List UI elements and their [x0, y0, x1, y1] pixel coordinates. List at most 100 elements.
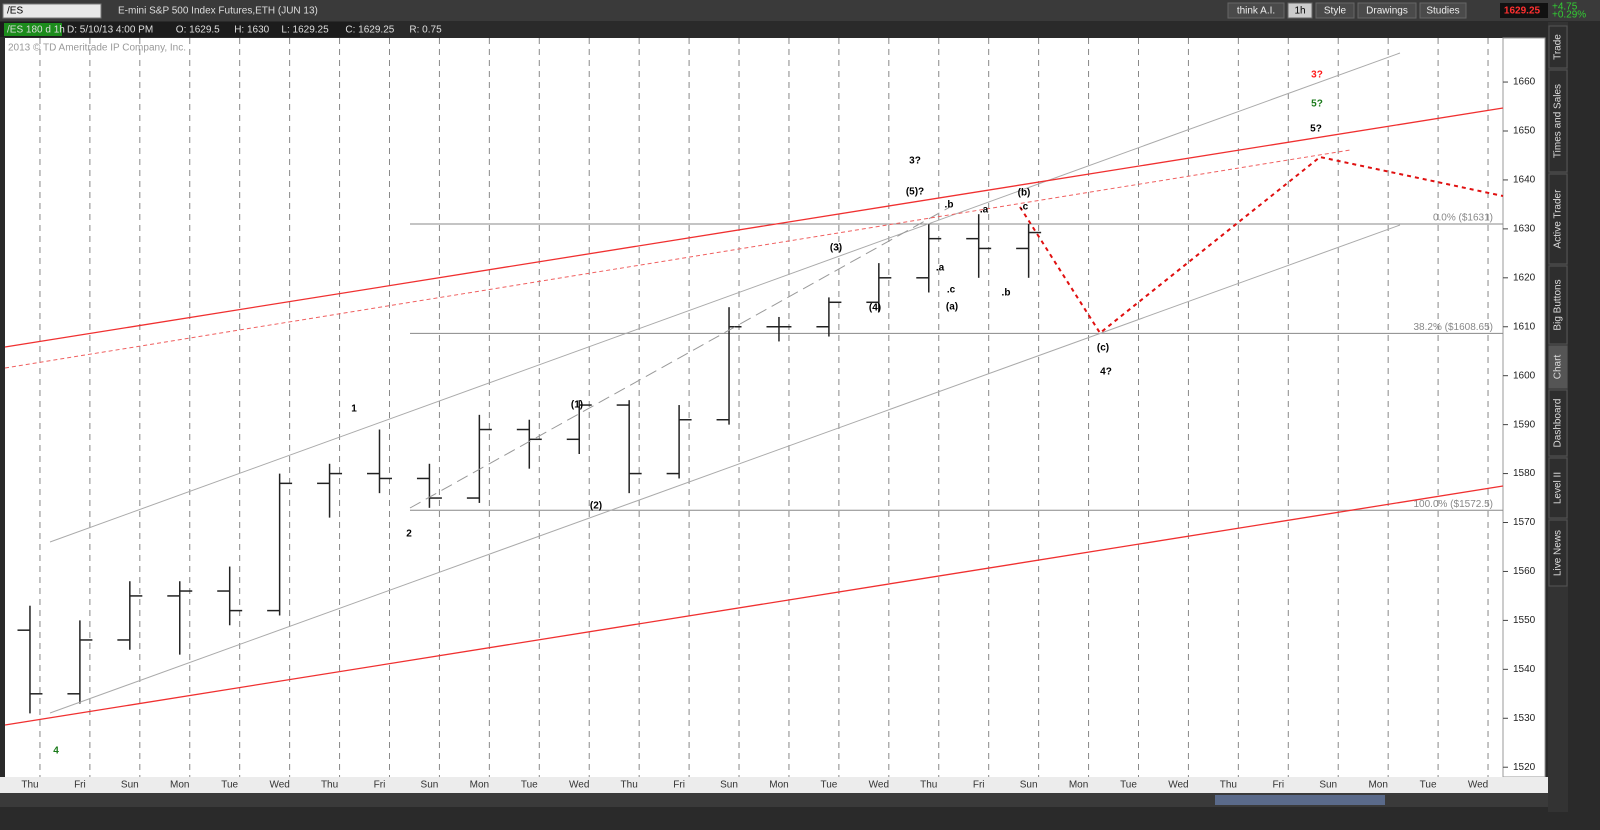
wave-label: (a)	[946, 302, 958, 313]
toolbar-button-label: Studies	[1426, 6, 1459, 17]
projection	[1019, 155, 1504, 335]
x-tick-label: Wed	[569, 780, 589, 791]
x-tick-label: Tue	[221, 780, 238, 791]
channel-upper	[49, 52, 1401, 543]
y-tick-label: 1650	[1513, 126, 1536, 137]
side-tab-label: Active Trader	[1553, 189, 1564, 249]
red-dashed	[4, 149, 1351, 369]
x-tick-label: Tue	[521, 780, 538, 791]
trend-lines	[4, 52, 1504, 726]
wave-label: (b)	[1018, 188, 1031, 199]
side-tab-label: Chart	[1553, 355, 1564, 380]
info-item: H: 1630	[234, 25, 269, 36]
info-item: L: 1629.25	[281, 25, 329, 36]
toolbar-button[interactable]	[1315, 2, 1355, 19]
side-tab[interactable]	[1548, 173, 1568, 265]
symbol: /ES	[7, 6, 23, 17]
info-bar	[0, 22, 360, 37]
toolbar-button[interactable]	[1227, 2, 1285, 19]
wave-label: 5?	[1310, 124, 1322, 135]
wave-label: .b	[945, 200, 954, 211]
y-tick-label: 1590	[1513, 419, 1536, 430]
side-tab-label: Big Buttons	[1553, 279, 1564, 330]
y-tick-label: 1580	[1513, 468, 1536, 479]
symbol-box[interactable]	[2, 3, 102, 19]
x-tick-label: Fri	[1272, 780, 1284, 791]
wave-label: 4	[53, 746, 59, 757]
wave-label: .c	[947, 285, 956, 296]
x-tick-label: Wed	[1468, 780, 1488, 791]
toolbar-button-label: 1h	[1294, 6, 1305, 17]
x-tick-label: Tue	[820, 780, 837, 791]
wave-label: 3?	[909, 156, 921, 167]
x-tick-label: Thu	[621, 780, 638, 791]
toolbar-button-label: Drawings	[1366, 6, 1408, 17]
wave-label: (c)	[1097, 343, 1109, 354]
toolbar-button[interactable]	[1419, 2, 1467, 19]
y-tick-label: 1600	[1513, 370, 1536, 381]
wave-label: .c	[1020, 202, 1029, 213]
info-item: R: 0.75	[409, 25, 442, 36]
x-tick-label: Thu	[920, 780, 937, 791]
change-pct: +0.29%	[1552, 10, 1586, 21]
x-tick-label: Mon	[470, 780, 489, 791]
side-tab[interactable]	[1548, 389, 1568, 457]
x-tick-label: Mon	[769, 780, 788, 791]
y-tick-label: 1630	[1513, 224, 1536, 235]
x-tick-label: Sun	[1319, 780, 1337, 791]
y-tick-label: 1570	[1513, 517, 1536, 528]
fib-label: 38.2% ($1608.65)	[1413, 322, 1493, 333]
wave-label: (4)	[869, 303, 881, 314]
y-tick-label: 1610	[1513, 321, 1536, 332]
scroll-thumb[interactable]	[1215, 795, 1385, 805]
wave-label: (1)	[571, 400, 583, 411]
x-tick-label: Mon	[1069, 780, 1088, 791]
side-tab-label: Level II	[1553, 472, 1564, 504]
info-item: D: 5/10/13 4:00 PM	[67, 25, 153, 36]
side-tab[interactable]	[1548, 69, 1568, 173]
toolbar	[0, 0, 1600, 21]
copyright: 2013 © TD Ameritrade IP Company, Inc.	[8, 43, 186, 54]
toolbar-button-label: think A.I.	[1237, 6, 1275, 17]
x-tick-label: Mon	[170, 780, 189, 791]
wave-label: .a	[980, 205, 989, 216]
scrollbar[interactable]	[0, 793, 1548, 807]
wave-label: (5)?	[906, 187, 924, 198]
y-tick-label: 1520	[1513, 762, 1536, 773]
x-tick-label: Sun	[121, 780, 139, 791]
y-tick-label: 1530	[1513, 713, 1536, 724]
side-tab[interactable]	[1548, 457, 1568, 519]
toolbar-button[interactable]	[1287, 2, 1313, 19]
wave-label: 2	[406, 529, 412, 540]
side-tab[interactable]	[1548, 25, 1568, 69]
toolbar-button[interactable]	[1357, 2, 1417, 19]
change: +4.75	[1552, 2, 1578, 13]
description: E-mini S&P 500 Index Futures,ETH (JUN 13…	[118, 6, 318, 17]
y-tick-label: 1640	[1513, 175, 1536, 186]
x-tick-label: Thu	[321, 780, 338, 791]
last-box	[1500, 3, 1548, 18]
y-tick-label: 1660	[1513, 77, 1536, 88]
wave-label: (2)	[590, 501, 602, 512]
x-tick-label: Wed	[269, 780, 289, 791]
y-axis-bg	[1502, 37, 1546, 778]
info-item: C: 1629.25	[345, 25, 394, 36]
y-tick-label: 1620	[1513, 272, 1536, 283]
wave-label: .b	[1002, 288, 1011, 299]
red-lower	[4, 485, 1504, 726]
channel-lower	[49, 224, 1401, 714]
side-tab[interactable]	[1548, 345, 1568, 389]
wave-label: (3)	[830, 243, 842, 254]
x-tick-label: Sun	[421, 780, 439, 791]
side-tab[interactable]	[1548, 265, 1568, 345]
side-tab[interactable]	[1548, 519, 1568, 587]
fib-label: 0.0% ($1631)	[1433, 213, 1493, 224]
info-symbol-box	[4, 23, 62, 36]
red-upper	[4, 107, 1504, 348]
x-tick-label: Fri	[374, 780, 386, 791]
x-tick-label: Thu	[21, 780, 38, 791]
toolbar-button-label: Style	[1324, 6, 1347, 17]
side-tab-label: Trade	[1553, 34, 1564, 60]
